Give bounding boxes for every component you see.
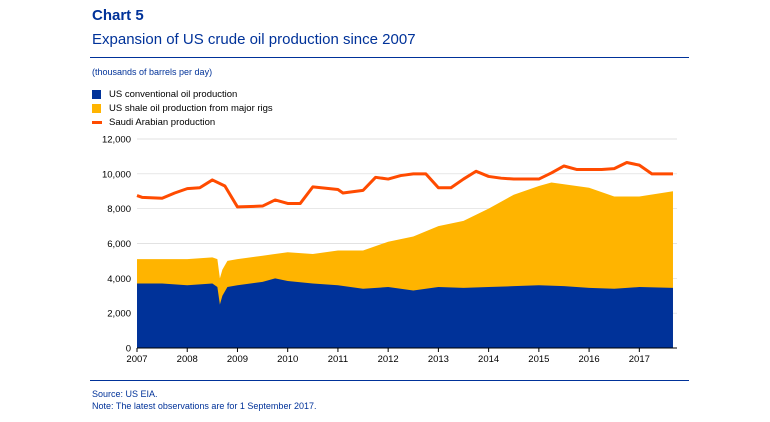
x-tick-label: 2008 (177, 354, 198, 365)
source-note: Source: US EIA. (92, 389, 158, 399)
chart-subtitle: Expansion of US crude oil production sin… (92, 31, 416, 48)
chart-title: Chart 5 (92, 7, 144, 24)
x-tick-label: 2015 (528, 354, 549, 365)
legend: US conventional oil production US shale … (92, 87, 273, 129)
footer-rule (90, 380, 689, 381)
latest-observation-note: Note: The latest observations are for 1 … (92, 401, 317, 411)
legend-label-shale: US shale oil production from major rigs (109, 102, 273, 114)
y-tick-label: 6,000 (107, 239, 131, 250)
y-tick-label: 0 (126, 344, 131, 355)
x-tick-label: 2011 (328, 354, 348, 365)
line-saudi-production (136, 161, 673, 209)
y-tick-label: 2,000 (107, 309, 131, 320)
legend-item-shale: US shale oil production from major rigs (92, 101, 273, 115)
x-tick-label: 2017 (629, 354, 650, 365)
x-tick-label: 2013 (428, 354, 449, 365)
legend-swatch-shale (92, 103, 101, 113)
y-tick-label: 8,000 (107, 204, 131, 215)
y-tick-label: 12,000 (102, 135, 131, 146)
legend-label-conventional: US conventional oil production (109, 88, 238, 100)
area-conventional-oil (137, 278, 673, 348)
x-tick-label: 2010 (277, 354, 298, 365)
legend-swatch-saudi (92, 120, 102, 124)
x-tick-label: 2009 (227, 354, 248, 365)
legend-item-saudi: Saudi Arabian production (92, 115, 273, 129)
title-rule (90, 57, 689, 58)
legend-item-conventional: US conventional oil production (92, 87, 273, 101)
axes: 0 2,000 4,000 6,000 8,000 10,000 12,000 2007 200… (102, 135, 677, 365)
line-series (136, 161, 673, 209)
x-tick-label: 2007 (126, 354, 147, 365)
x-tick-label: 2014 (478, 354, 499, 365)
x-tick-label: 2012 (378, 354, 399, 365)
y-tick-label: 4,000 (107, 274, 131, 285)
legend-swatch-conventional (92, 89, 101, 99)
area-series (137, 182, 673, 348)
unit-label: (thousands of barrels per day) (92, 67, 213, 77)
legend-label-saudi: Saudi Arabian production (109, 116, 216, 128)
y-tick-label: 10,000 (102, 169, 131, 180)
x-tick-label: 2016 (579, 354, 600, 365)
